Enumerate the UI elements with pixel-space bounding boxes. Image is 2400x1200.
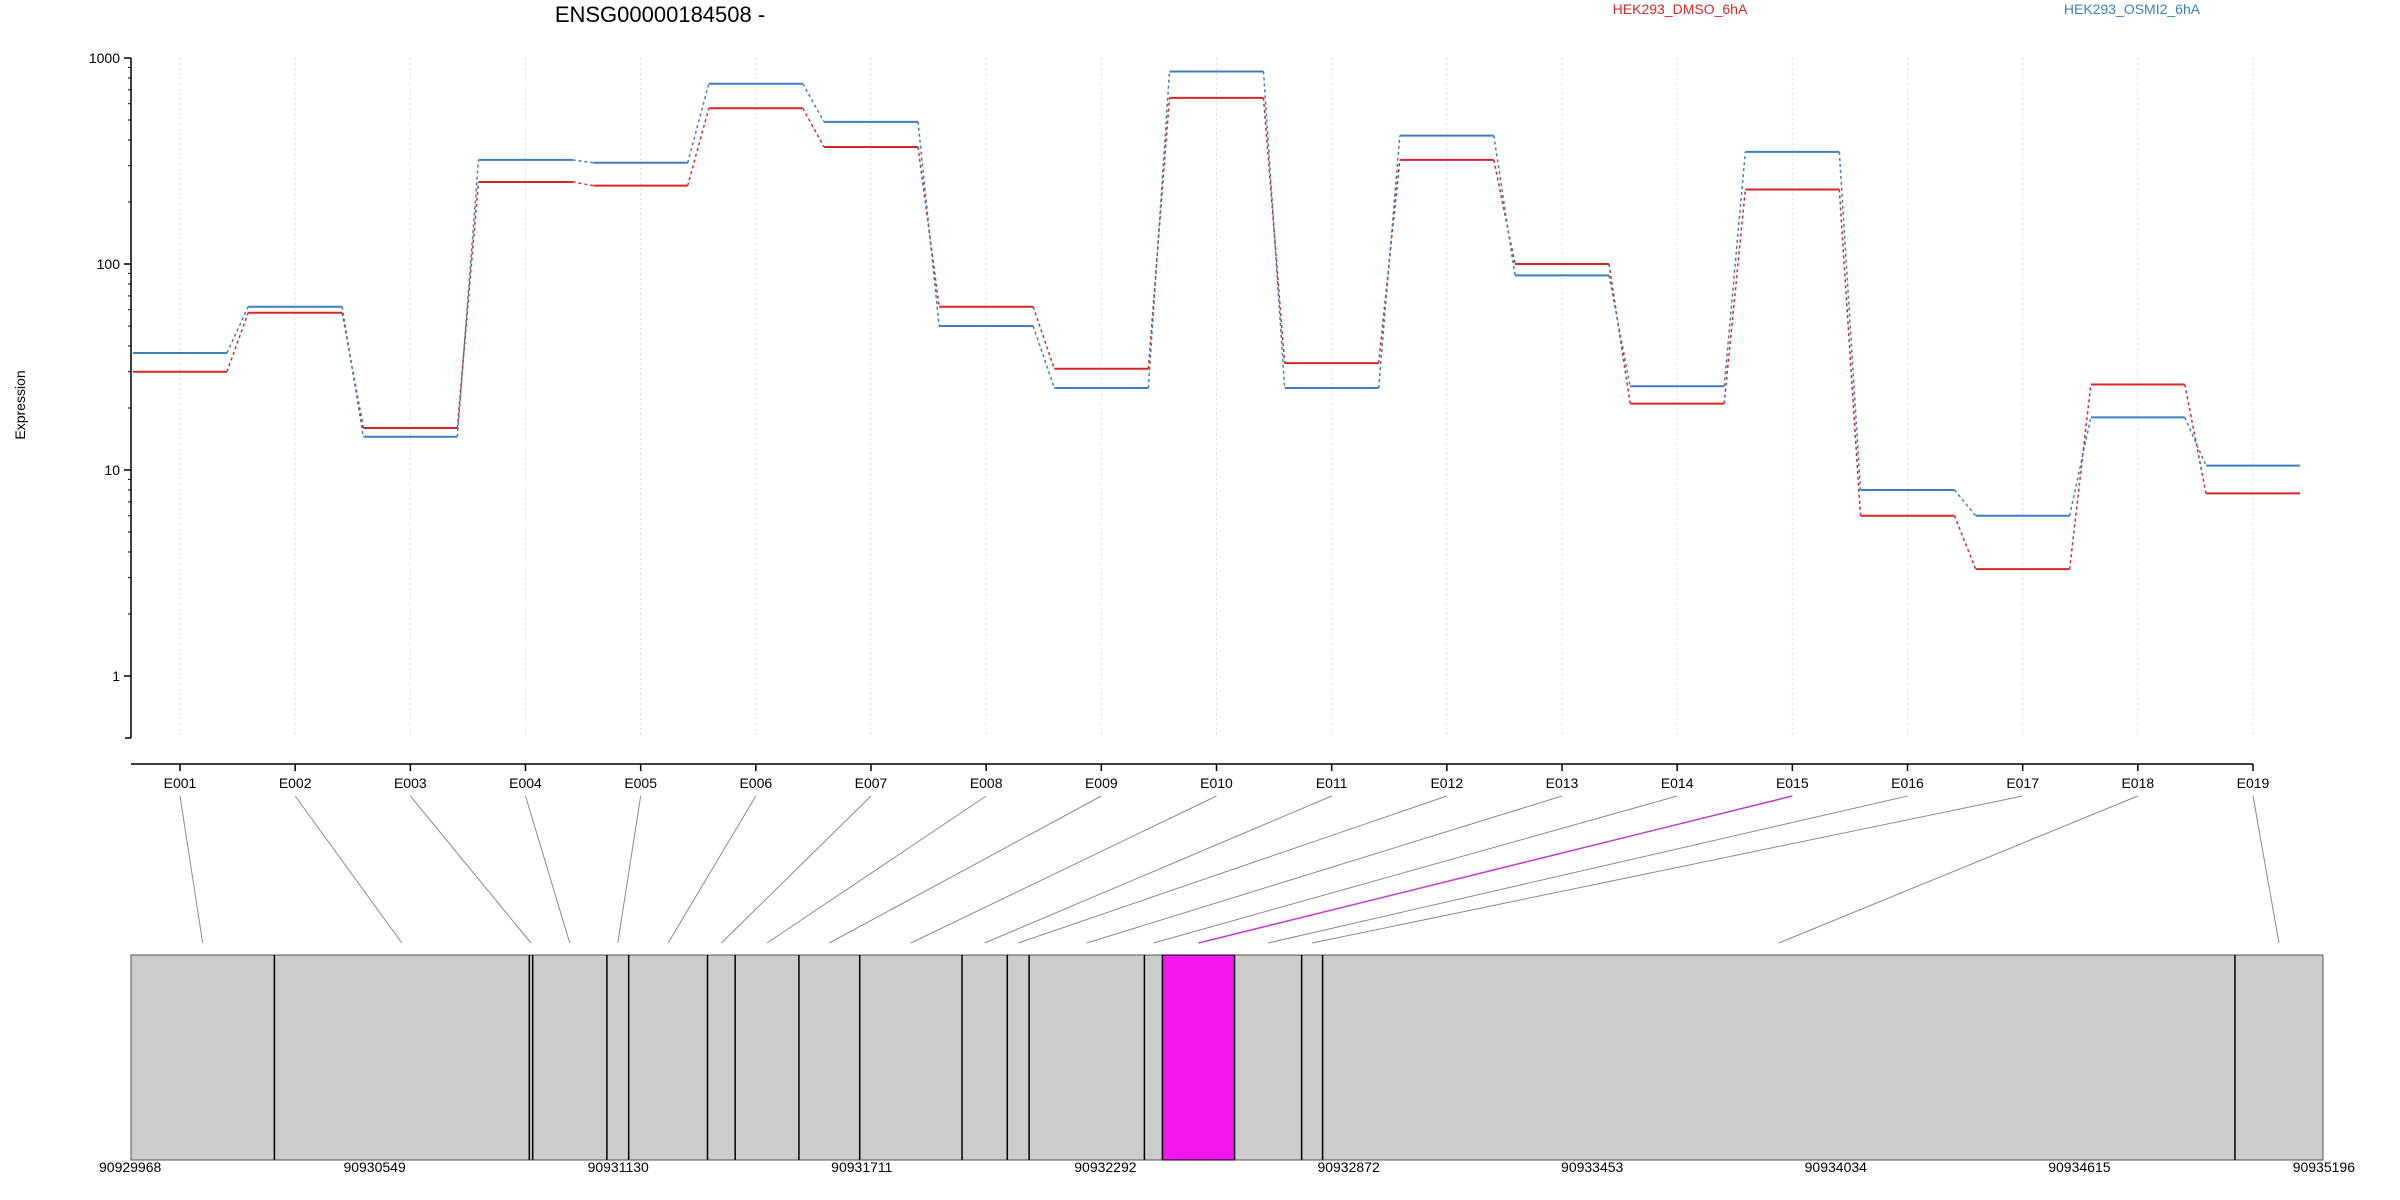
coordinate-label-90932292: 90932292 xyxy=(1074,1159,1137,1175)
coordinate-label-90935196: 90935196 xyxy=(2293,1159,2356,1175)
connector-e005 xyxy=(617,795,642,944)
series-osmi2-connector xyxy=(1723,151,1747,387)
series-osmi2-connector xyxy=(1032,325,1056,389)
connector-e003 xyxy=(409,795,532,944)
series-osmi2-connector xyxy=(686,83,710,163)
series-dmso-connector xyxy=(1608,263,1631,404)
series-osmi2-connector xyxy=(226,306,249,354)
x-tick-label-e005: E005 xyxy=(624,775,657,791)
chart-title: ENSG00000184508 - xyxy=(555,2,765,27)
series-osmi2-connector xyxy=(572,159,594,164)
series-dmso-connector xyxy=(686,108,710,186)
series-osmi2-connector xyxy=(341,306,365,437)
x-tick-label-e016: E016 xyxy=(1891,775,1924,791)
x-tick-label-e003: E003 xyxy=(394,775,427,791)
x-tick-label-e010: E010 xyxy=(1200,775,1233,791)
series-dmso-connector xyxy=(572,181,594,187)
connector-e017 xyxy=(1312,795,2023,944)
connector-e002 xyxy=(294,795,403,944)
coordinate-label-90934034: 90934034 xyxy=(1805,1159,1868,1175)
x-tick-label-e013: E013 xyxy=(1546,775,1579,791)
connector-e016 xyxy=(1267,795,1908,944)
coordinate-label-90933453: 90933453 xyxy=(1561,1159,1624,1175)
connector-layer xyxy=(179,795,2280,944)
x-tick-label-e004: E004 xyxy=(509,775,542,791)
series-osmi2-connector xyxy=(802,83,825,123)
coordinate-label-90931711: 90931711 xyxy=(831,1159,892,1175)
x-tick-label-e002: E002 xyxy=(279,775,312,791)
x-tick-label-e012: E012 xyxy=(1430,775,1463,791)
connector-e007 xyxy=(720,795,872,944)
series-dmso-connector xyxy=(1723,189,1747,404)
x-tick-label-e009: E009 xyxy=(1085,775,1118,791)
connector-e006 xyxy=(667,795,757,944)
connector-e009 xyxy=(829,795,1102,944)
series-osmi2-connector xyxy=(1608,275,1631,387)
series-osmi2-connector xyxy=(1262,71,1286,389)
coordinate-label-90929968: 90929968 xyxy=(99,1159,162,1175)
x-tick-label-e017: E017 xyxy=(2006,775,2039,791)
series-osmi2-connector xyxy=(1953,489,1977,517)
series-dmso-connector xyxy=(917,146,940,307)
x-tick-label-e019: E019 xyxy=(2237,775,2270,791)
y-tick-label-10: 10 xyxy=(104,462,120,478)
connector-e008 xyxy=(766,795,987,944)
coordinate-label-90932872: 90932872 xyxy=(1317,1159,1380,1175)
x-tick-label-e001: E001 xyxy=(164,775,197,791)
y-axis-label: Expression xyxy=(12,370,28,439)
grid-layer xyxy=(179,58,2254,738)
coordinate-label-90930549: 90930549 xyxy=(343,1159,406,1175)
series-dmso-connector xyxy=(1262,97,1286,364)
series-dmso-connector xyxy=(1953,515,1977,570)
series-osmi2-connector xyxy=(1377,135,1401,389)
connector-e012 xyxy=(1018,795,1447,944)
axes-layer: 1 10 100 1000 E001 E002 E003 E004 E005 E006 E007 E0… xyxy=(89,50,2270,791)
series-dmso-connector xyxy=(1147,97,1171,369)
coordinate-label-90931130: 90931130 xyxy=(588,1159,649,1175)
series-osmi2-connector xyxy=(1493,135,1516,276)
connector-e018 xyxy=(1778,795,2139,944)
coordinate-label-90934615: 90934615 xyxy=(2048,1159,2111,1175)
series-osmi2-connector xyxy=(1147,71,1171,389)
legend-entry-osmi2: HEK293_OSMI2_6hA xyxy=(2064,1,2201,17)
series-dmso-connector xyxy=(226,312,249,372)
connector-e014 xyxy=(1153,795,1678,944)
x-tick-label-e015: E015 xyxy=(1776,775,1809,791)
series-osmi2-connector xyxy=(2068,417,2092,516)
series-dmso-connector xyxy=(1493,159,1516,265)
connector-e001 xyxy=(179,795,204,944)
connector-e010 xyxy=(910,795,1217,944)
connector-e013 xyxy=(1086,795,1563,944)
series-dmso-connector xyxy=(2184,384,2207,494)
connector-e004 xyxy=(525,795,571,944)
connector-e011 xyxy=(984,795,1332,944)
y-tick-label-1: 1 xyxy=(112,668,120,684)
series-dmso-connector xyxy=(456,181,480,429)
legend-entry-dmso: HEK293_DMSO_6hA xyxy=(1613,1,1748,17)
connector-e019 xyxy=(2252,795,2280,944)
x-tick-label-e018: E018 xyxy=(2121,775,2154,791)
series-osmi2-connector xyxy=(2184,417,2207,466)
connector-e015 xyxy=(1198,795,1793,944)
series-osmi2-connector xyxy=(1838,151,1862,491)
highlighted-exon-e015 xyxy=(1161,954,1236,1161)
series-dmso-connector xyxy=(802,107,825,148)
x-tick-label-e008: E008 xyxy=(970,775,1003,791)
x-tick-label-e006: E006 xyxy=(739,775,772,791)
x-tick-label-e007: E007 xyxy=(855,775,888,791)
y-tick-label-1000: 1000 xyxy=(89,50,120,66)
series-dmso-connector xyxy=(1838,189,1862,516)
series-layer xyxy=(133,70,2300,571)
series-dmso-connector xyxy=(2068,384,2092,570)
series-dmso-connector xyxy=(1032,306,1056,370)
series-dmso-connector xyxy=(341,312,365,429)
gene-model-layer: 90929968 90930549 90931130 90931711 90932292… xyxy=(99,954,2356,1175)
x-tick-label-e014: E014 xyxy=(1661,775,1694,791)
x-tick-label-e011: E011 xyxy=(1316,775,1348,791)
y-tick-label-100: 100 xyxy=(97,256,121,272)
series-osmi2-connector xyxy=(456,159,480,437)
series-osmi2-connector xyxy=(917,121,940,327)
